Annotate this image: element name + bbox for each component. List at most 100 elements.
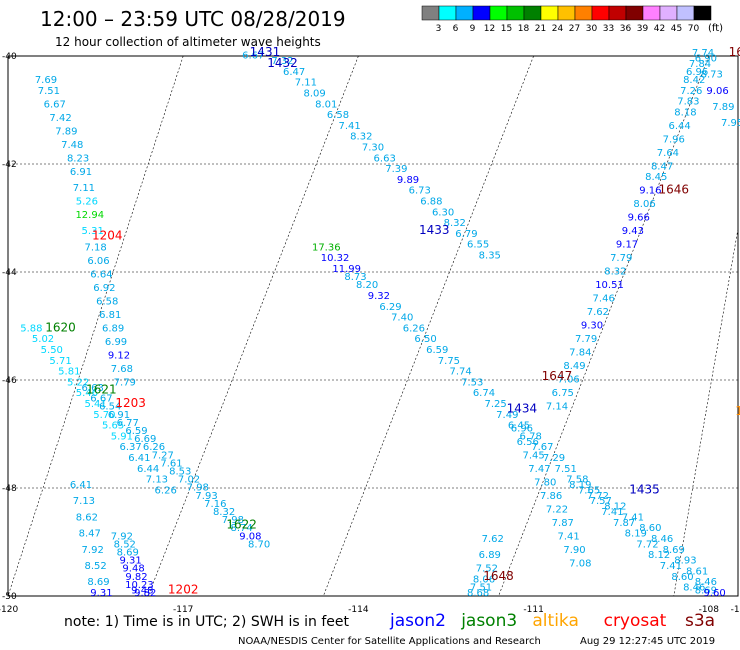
wave-height-value: 7.51 <box>38 86 60 97</box>
wave-height-value: 5.02 <box>32 334 54 345</box>
wave-height-value: 6.73 <box>409 186 431 197</box>
wave-height-value: 7.30 <box>362 143 384 154</box>
wave-height-value: 6.74 <box>473 388 495 399</box>
colorbar-swatch <box>472 5 491 21</box>
wave-height-value: 6.63 <box>374 153 396 164</box>
wave-height-value: 7.02 <box>178 475 200 486</box>
wave-height-value: 8.70 <box>248 539 270 550</box>
wave-height-value: 8.52 <box>84 561 106 572</box>
wave-height-value: 7.41 <box>660 561 682 572</box>
wave-height-value: 8.19 <box>569 480 591 491</box>
track-time-label: 1620 <box>45 320 76 334</box>
wave-height-value: 8.68 <box>467 588 489 599</box>
wave-height-value: 7.87 <box>552 518 574 529</box>
wave-height-value: 7.62 <box>587 307 609 318</box>
wave-height-value: 8.60 <box>639 523 661 534</box>
colorbar-label: 9 <box>470 24 476 34</box>
legend-entry: altika <box>532 611 579 631</box>
wave-height-value: 8.32 <box>350 132 372 143</box>
grid-line-meridian <box>147 55 359 597</box>
wave-height-value: 8.47 <box>79 529 101 540</box>
wave-height-value: 6.56 <box>517 437 539 448</box>
wave-height-value: 8.46 <box>683 583 705 594</box>
wave-height-value: 6.96 <box>511 423 533 434</box>
wave-height-value: 9.89 <box>397 175 419 186</box>
colorbar-label: 6 <box>453 24 459 34</box>
wave-height-value: 17.36 <box>312 242 341 253</box>
legend-entry: s3a <box>685 611 715 631</box>
colorbar: 3 6 9 12 15 18 21 24 27 30 33 36 39 42 45 70 <box>421 5 712 34</box>
wave-height-value: 9.32 <box>368 291 390 302</box>
wave-height-value: 6.29 <box>379 302 401 313</box>
grid-line-meridian <box>498 55 710 597</box>
wave-height-value: 6.69 <box>134 434 156 445</box>
colorbar-swatch <box>557 5 576 21</box>
wave-height-value: 6.91 <box>108 410 130 421</box>
colorbar-unit: (ft) <box>708 23 723 34</box>
wave-height-value: 7.18 <box>84 242 106 253</box>
wave-height-value: 7.48 <box>61 140 83 151</box>
track-time-label: 1204 <box>92 229 123 243</box>
wave-height-value: 9.43 <box>622 226 644 237</box>
track-time-label: 1431 <box>250 45 281 59</box>
legend-entry: cryosat <box>604 611 667 631</box>
wave-height-value: 7.27 <box>152 450 174 461</box>
colorbar-swatch <box>676 5 695 21</box>
wave-height-value: 8.52 <box>114 539 136 550</box>
colorbar-label: 45 <box>671 24 682 34</box>
wave-height-value: 11.99 <box>332 264 361 275</box>
axis-ticks: -40 -42 -44 -46 -48 -50 -120 -117 -114 -111 -108 -1… <box>0 52 740 615</box>
wave-height-value: 7.74 <box>449 367 471 378</box>
wave-height-value: 7.61 <box>160 458 182 469</box>
wave-height-value: 7.51 <box>555 464 577 475</box>
wave-height-value: 7.32 <box>271 56 293 67</box>
wave-height-value: 8.49 <box>563 361 585 372</box>
wave-height-value: 9.12 <box>108 350 130 361</box>
wave-height-value: 5.41 <box>84 399 106 410</box>
wave-height-value: 9.08 <box>239 531 261 542</box>
wave-height-value: 8.23 <box>67 153 89 164</box>
footer-note: note: 1) Time is in UTC; 2) SWH is in fe… <box>64 614 350 630</box>
track-time-label: 1622 <box>226 518 257 532</box>
wave-height-value: 8.06 <box>633 199 655 210</box>
wave-height-value: 8.93 <box>674 556 696 567</box>
y-tick-label: -46 <box>2 376 17 386</box>
colorbar-label: 30 <box>586 24 598 34</box>
wave-height-value: 8.46 <box>651 534 673 545</box>
footer-timestamp: Aug 29 12:27:45 UTC 2019 <box>580 636 715 647</box>
wave-height-value: 6.50 <box>414 334 436 345</box>
colorbar-label: 24 <box>552 24 564 34</box>
colorbar-swatch <box>421 5 440 21</box>
wave-height-value: 7.08 <box>569 558 591 569</box>
wave-height-value: 7.06 <box>558 375 580 386</box>
wave-height-value: 8.69 <box>695 585 717 596</box>
colorbar-swatch <box>438 5 457 21</box>
wave-height-value: 7.79 <box>114 377 136 388</box>
colorbar-swatch <box>506 5 525 21</box>
wave-height-value: 6.55 <box>467 240 489 251</box>
colorbar-label: 33 <box>603 24 614 34</box>
track-time-label: 1432 <box>267 56 298 70</box>
wave-height-value: 8.42 <box>683 75 705 86</box>
wave-height-value: 6.26 <box>403 323 425 334</box>
wave-height-value: 6.96 <box>686 67 708 78</box>
wave-height-value: 7.52 <box>476 564 498 575</box>
grid-line-meridian <box>323 55 534 597</box>
wave-height-value: 7.26 <box>680 86 702 97</box>
colorbar-swatch <box>574 5 593 21</box>
wave-height-value: 8.19 <box>625 529 647 540</box>
wave-height-value: 7.13 <box>73 496 95 507</box>
wave-height-value: 7.72 <box>587 491 609 502</box>
x-tick-label: -114 <box>348 605 369 615</box>
wave-height-value: 9.48 <box>122 564 144 575</box>
wave-height-value: 6.89 <box>102 323 124 334</box>
chart-title: 12:00 – 23:59 UTC 08/28/2019 <box>40 7 346 31</box>
wave-height-value: 6.26 <box>155 485 177 496</box>
y-tick-label: -44 <box>2 268 17 278</box>
track-time-label: 1202 <box>168 582 199 596</box>
colorbar-label: 70 <box>688 24 700 34</box>
wave-height-value: 10.32 <box>321 253 350 264</box>
colorbar-swatch <box>659 5 678 21</box>
wave-height-value: 6.88 <box>420 197 442 208</box>
